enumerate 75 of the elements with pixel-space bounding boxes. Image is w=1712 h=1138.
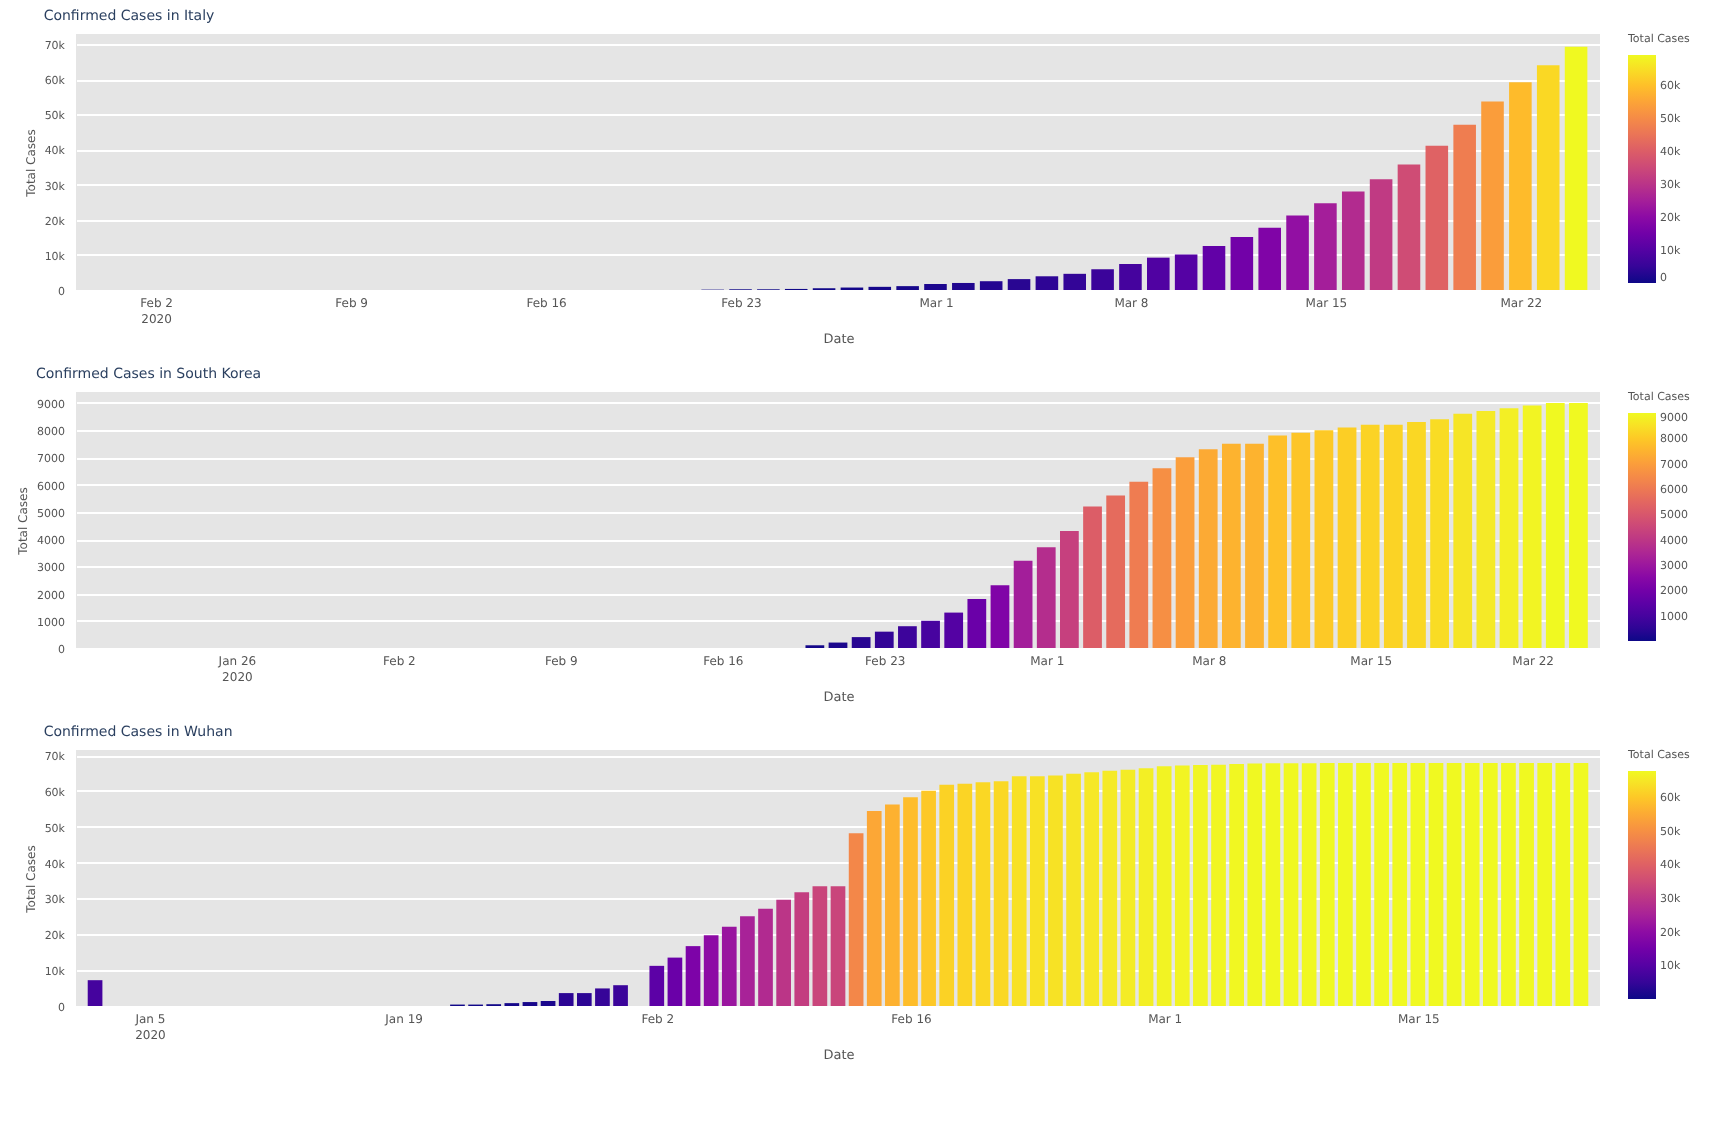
bar <box>1198 449 1218 648</box>
bar <box>1476 411 1496 648</box>
bar <box>1337 427 1357 648</box>
bar <box>1446 762 1462 1006</box>
bar <box>812 886 828 1006</box>
bar <box>1007 279 1031 290</box>
bar <box>851 637 871 648</box>
bar <box>1425 145 1449 290</box>
bar <box>1245 443 1264 648</box>
bar <box>1430 419 1449 648</box>
bar <box>1083 506 1102 648</box>
bar <box>1291 432 1311 648</box>
bar <box>990 585 1010 648</box>
bar <box>1509 82 1532 290</box>
bar <box>649 965 665 1006</box>
bar <box>1369 179 1393 290</box>
bar <box>1013 560 1033 648</box>
bar <box>1536 65 1560 290</box>
bar <box>1106 495 1126 648</box>
bar <box>1202 246 1226 290</box>
bar <box>685 946 701 1006</box>
bar <box>874 631 894 648</box>
bar <box>1545 402 1565 648</box>
bar <box>967 598 987 648</box>
bar <box>667 957 683 1006</box>
bar <box>848 833 864 1006</box>
bar <box>1573 762 1589 1006</box>
bar <box>1258 227 1281 290</box>
bar <box>1119 263 1142 290</box>
bar <box>1152 468 1172 648</box>
bar <box>898 626 917 648</box>
bar <box>1314 203 1337 290</box>
bar <box>1428 762 1444 1006</box>
bar <box>1147 257 1170 290</box>
bar <box>1569 402 1588 648</box>
bar <box>1301 763 1317 1006</box>
bar <box>1035 276 1059 290</box>
bar <box>1499 408 1519 648</box>
bar <box>1268 435 1288 648</box>
bar <box>921 620 940 648</box>
bar <box>993 781 1009 1006</box>
bar <box>1360 424 1380 648</box>
bar <box>1175 457 1195 648</box>
bar <box>1120 769 1136 1006</box>
bar <box>975 782 991 1006</box>
bar <box>1060 530 1079 648</box>
bar <box>540 1000 556 1006</box>
bar <box>1230 236 1254 290</box>
bar <box>1221 443 1241 648</box>
bar <box>1481 101 1504 290</box>
bar <box>1174 254 1198 290</box>
bar <box>1129 481 1149 648</box>
bar <box>1453 124 1476 290</box>
bar <box>1314 430 1334 648</box>
bar <box>1383 424 1403 648</box>
bar <box>1063 273 1087 290</box>
bar <box>952 282 975 290</box>
bar <box>830 886 846 1006</box>
bar <box>1286 215 1309 290</box>
bar <box>1453 413 1473 648</box>
bar <box>1091 269 1114 290</box>
bar <box>87 980 103 1006</box>
bar <box>1407 421 1426 648</box>
bar <box>1564 46 1588 290</box>
bar <box>1410 762 1426 1006</box>
bar <box>1341 191 1365 290</box>
bar <box>1036 547 1056 648</box>
bar <box>944 612 964 648</box>
bar <box>1522 405 1542 648</box>
bar <box>1265 763 1281 1006</box>
bar <box>979 281 1003 290</box>
bar <box>1138 768 1154 1006</box>
bar <box>1283 763 1299 1006</box>
bar <box>1397 164 1421 290</box>
bar <box>924 284 947 290</box>
